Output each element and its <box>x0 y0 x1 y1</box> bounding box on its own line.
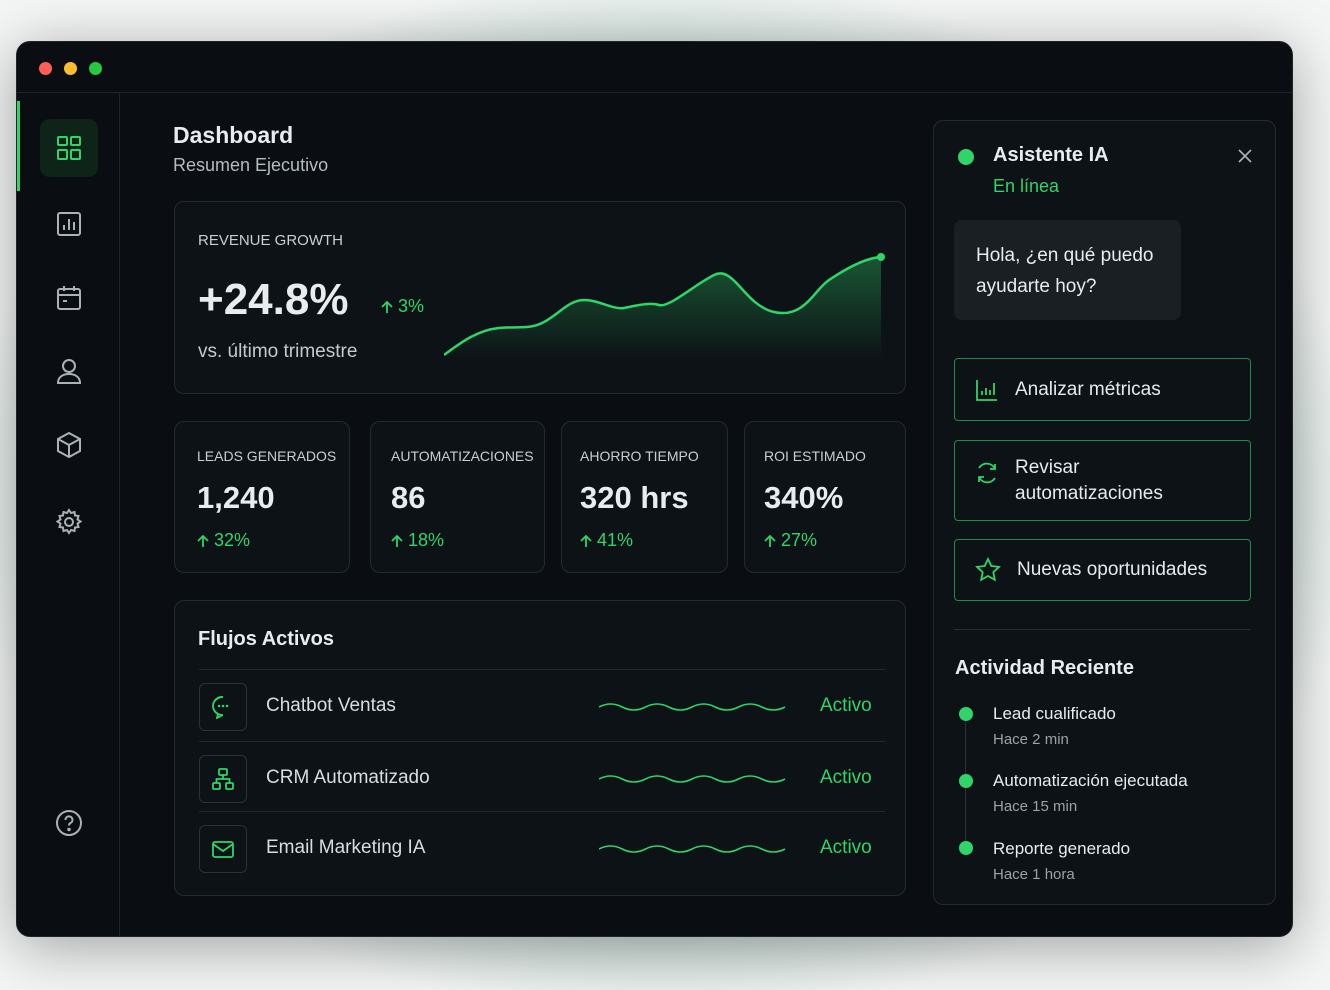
revenue-note: vs. último trimestre <box>198 341 358 362</box>
nav-dashboard[interactable] <box>40 119 98 177</box>
online-dot <box>958 149 974 165</box>
action-button[interactable]: Analizar métricas <box>954 358 1251 421</box>
flow-status: Activo <box>820 837 872 858</box>
assistant-message: Hola, ¿en qué puedo ayudarte hoy? <box>954 220 1181 320</box>
flow-status: Activo <box>820 767 872 788</box>
app-window: Dashboard Resumen Ejecutivo REVENUE GROW… <box>16 41 1293 937</box>
nav-users[interactable] <box>40 342 98 400</box>
revenue-change: 3% <box>381 296 424 317</box>
flow-wave <box>599 845 786 853</box>
activity-event: Automatización ejecutada <box>993 771 1188 790</box>
flow-icon <box>199 825 247 873</box>
activity-time: Hace 15 min <box>993 798 1078 815</box>
flow-status: Activo <box>820 695 872 716</box>
assistant-panel: Asistente IA En línea Hola, ¿en qué pued… <box>933 120 1276 905</box>
kpi-change: 18% <box>391 530 444 551</box>
flow-name: Email Marketing IA <box>266 837 426 858</box>
flow-row[interactable]: Chatbot Ventas Activo <box>199 669 885 742</box>
page-subtitle: Resumen Ejecutivo <box>173 155 329 175</box>
page-title: Dashboard <box>173 122 294 148</box>
flow-row[interactable]: Email Marketing IA Activo <box>199 811 885 884</box>
flow-icon <box>199 755 247 803</box>
revenue-change-text: 3% <box>398 296 425 316</box>
activity-event: Lead cualificado <box>993 704 1116 723</box>
assistant-status: En línea <box>993 176 1060 196</box>
flow-name: Chatbot Ventas <box>266 695 396 716</box>
close-button[interactable] <box>1237 148 1253 164</box>
minimize-dot[interactable] <box>64 62 77 75</box>
kpi-change-text: 41% <box>597 530 634 550</box>
kpi-value: 86 <box>391 480 426 515</box>
kpi-change: 27% <box>764 530 817 551</box>
kpi-change: 41% <box>580 530 633 551</box>
kpi-card: AUTOMATIZACIONES 86 18% <box>370 421 545 573</box>
action-label: Analizar métricas <box>1015 378 1161 400</box>
nav-calendar[interactable] <box>40 269 98 327</box>
title-bar <box>17 42 1292 93</box>
kpi-value: 1,240 <box>197 480 275 515</box>
revenue-value: +24.8% <box>198 275 349 324</box>
kpi-label: AHORRO TIEMPO <box>580 448 699 464</box>
action-label: Nuevas oportunidades <box>1017 559 1208 580</box>
flows-card: Flujos Activos Chatbot Ventas Activo CRM… <box>174 600 906 896</box>
divider <box>954 629 1251 630</box>
kpi-value: 320 hrs <box>580 480 689 515</box>
flow-wave <box>599 775 786 783</box>
assistant-name: Asistente IA <box>993 144 1109 166</box>
activity-event: Reporte generado <box>993 839 1131 858</box>
timeline-dot <box>959 707 973 721</box>
kpi-value: 340% <box>764 480 844 515</box>
action-label: Revisar automatizaciones <box>1015 456 1163 504</box>
active-indicator <box>17 101 20 191</box>
flow-name: CRM Automatizado <box>266 767 430 788</box>
flow-icon <box>199 683 247 731</box>
timeline-dot <box>959 841 973 855</box>
flow-row[interactable]: CRM Automatizado Activo <box>199 741 885 814</box>
nav-products[interactable] <box>40 416 98 474</box>
action-button[interactable]: Nuevas oportunidades <box>954 539 1251 601</box>
close-dot[interactable] <box>39 62 52 75</box>
activity-time: Hace 2 min <box>993 731 1069 748</box>
kpi-label: ROI ESTIMADO <box>764 448 866 464</box>
kpi-card: ROI ESTIMADO 340% 27% <box>744 421 906 573</box>
activity-time: Hace 1 hora <box>993 866 1075 883</box>
nav-help[interactable] <box>40 794 98 852</box>
maximize-dot[interactable] <box>89 62 102 75</box>
timeline-dot <box>959 774 973 788</box>
action-button[interactable]: Revisar automatizaciones <box>954 440 1251 521</box>
kpi-card: LEADS GENERADOS 1,240 32% <box>174 421 350 573</box>
kpi-label: LEADS GENERADOS <box>197 448 337 464</box>
kpi-change: 32% <box>197 530 250 551</box>
activity-title: Actividad Reciente <box>955 657 1134 679</box>
kpi-label: AUTOMATIZACIONES <box>391 448 534 464</box>
flows-title: Flujos Activos <box>198 628 334 650</box>
revenue-card: REVENUE GROWTH +24.8% 3% vs. último trim… <box>174 201 906 394</box>
flow-wave <box>599 703 786 711</box>
nav-settings[interactable] <box>40 493 98 551</box>
revenue-sparkline <box>444 253 885 360</box>
kpi-change-text: 18% <box>408 530 445 550</box>
kpi-card: AHORRO TIEMPO 320 hrs 41% <box>561 421 728 573</box>
revenue-label: REVENUE GROWTH <box>198 232 344 249</box>
kpi-change-text: 32% <box>214 530 251 550</box>
kpi-change-text: 27% <box>781 530 818 550</box>
sidebar <box>17 93 120 936</box>
nav-reports[interactable] <box>40 195 98 253</box>
